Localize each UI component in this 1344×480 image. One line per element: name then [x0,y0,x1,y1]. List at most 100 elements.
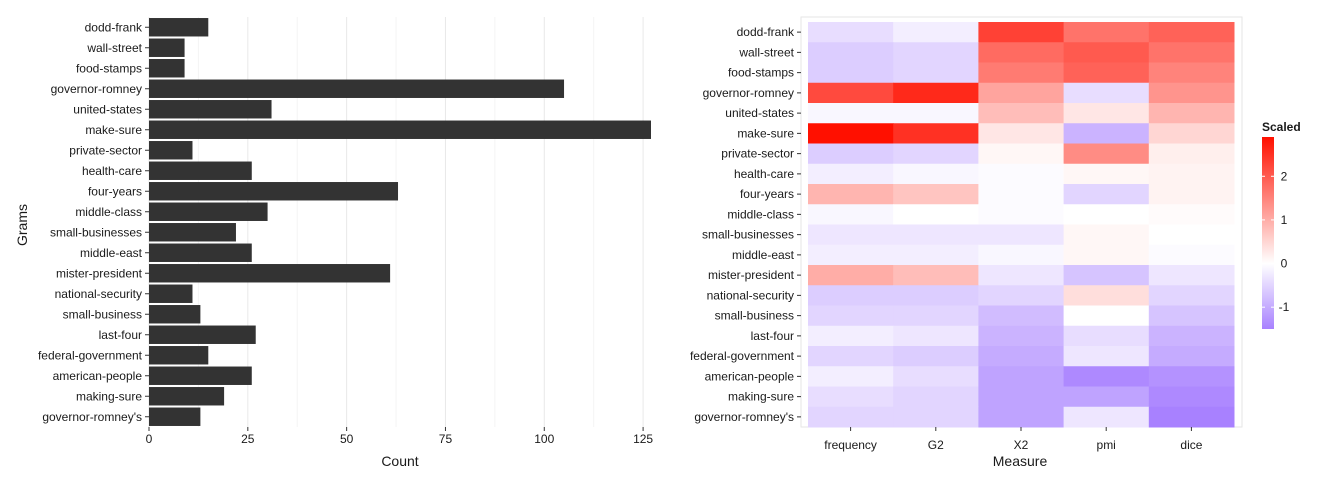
heatmap-cell [1148,325,1235,347]
heatmap-row-label: american-people [705,369,795,383]
heatmap-cell [978,386,1065,408]
heatmap-cell [1063,204,1150,225]
heatmap-chart: dodd-frank wall-street food-stamps governor… [690,16,1243,469]
bar-x-axis-title: Count [381,453,418,469]
bar-category-label: national-security [55,287,142,301]
heatmap-cell [978,82,1065,104]
bar-x-tick-label: 0 [146,432,153,446]
heatmap-cell [893,62,979,84]
heatmap-cell [1148,184,1235,205]
heatmap-column-label: G2 [928,438,944,452]
heatmap-cell [893,386,979,408]
heatmap-row-label: middle-class [727,207,794,221]
heatmap-cell [1148,42,1235,63]
heatmap-cell [1063,82,1150,104]
heatmap-cell [1063,184,1150,205]
heatmap-cell [893,184,979,205]
bar [149,407,201,426]
heatmap-cell [978,62,1065,84]
heatmap-cell [1063,103,1150,124]
heatmap-cell [893,22,979,43]
bar-category-label: middle-east [80,246,143,260]
heatmap-cell [1063,386,1150,408]
heatmap-cell [1148,123,1235,144]
heatmap-cells [808,22,1235,428]
heatmap-cell [808,103,894,124]
heatmap-row-label: governor-romney [703,86,794,100]
heatmap-cell [1063,285,1150,306]
heatmap-cell [978,22,1065,43]
legend-tick-label: -1 [1279,300,1290,314]
heatmap-cell [808,305,894,327]
legend-tick-label: 2 [1281,169,1288,183]
bar-category-label: governor-romney's [42,410,142,424]
heatmap-cell [1148,265,1235,286]
heatmap-cell [1148,22,1235,43]
heatmap-cell [808,22,894,43]
heatmap-cell [1063,346,1150,367]
heatmap-column-label: dice [1180,438,1202,452]
heatmap-cell [893,123,979,144]
heatmap-row-label: middle-east [732,248,795,262]
heatmap-cell [893,346,979,367]
heatmap-cell [978,244,1065,266]
legend-title: Scaled [1262,120,1301,134]
heatmap-row-label: united-states [725,106,794,120]
heatmap-row-label: small-business [715,309,794,323]
heatmap-cell [808,123,894,144]
heatmap-cell [978,224,1065,246]
heatmap-cell [808,265,894,286]
bar [149,79,565,98]
bar [149,182,399,201]
heatmap-row-label: wall-street [738,45,794,59]
heatmap-cell [808,82,894,104]
legend-ticks: 2 1 0 -1 [1262,169,1290,314]
heatmap-cell [893,325,979,347]
heatmap-cell [1148,305,1235,327]
heatmap-cell [1148,366,1235,387]
bar-gridlines [148,17,644,427]
heatmap-cell [808,346,894,367]
bar [149,59,185,78]
heatmap-cell [893,285,979,306]
bar-category-label: united-states [73,102,142,116]
bar [149,284,193,303]
heatmap-cell [893,366,979,387]
heatmap-row-label: mister-president [708,268,795,282]
bar-x-tick-label: 100 [534,432,554,446]
bar-x-tick-label: 25 [241,432,255,446]
bar-marks [149,18,651,426]
legend-tick-label: 0 [1281,257,1288,271]
bar [149,223,236,242]
heatmap-cell [978,163,1065,185]
heatmap-cell [1063,123,1150,144]
bar-category-label: private-sector [69,143,142,157]
heatmap-cell [978,184,1065,205]
bar [149,305,201,324]
bar-category-label: food-stamps [76,61,142,75]
bar-category-label: american-people [53,369,143,383]
bar [149,38,185,57]
heatmap-row-label: four-years [740,187,794,201]
heatmap-cell [808,406,894,428]
heatmap-row-label: make-sure [737,126,794,140]
heatmap-cell [893,406,979,428]
heatmap-cell [808,386,894,408]
heatmap-cell [808,285,894,306]
heatmap-cell [893,143,979,165]
heatmap-cell [978,103,1065,124]
heatmap-cell [978,366,1065,387]
heatmap-column-label: pmi [1097,438,1116,452]
heatmap-cell [1063,143,1150,165]
legend-tick-label: 1 [1281,213,1288,227]
heatmap-cell [1063,366,1150,387]
heatmap-cell [808,42,894,63]
heatmap-cell [978,325,1065,347]
heatmap-cell [893,163,979,185]
heatmap-cell [978,42,1065,63]
bar-category-label: governor-romney [51,82,142,96]
bar-category-label: dodd-frank [85,20,143,34]
bar-x-tick-label: 50 [340,432,354,446]
